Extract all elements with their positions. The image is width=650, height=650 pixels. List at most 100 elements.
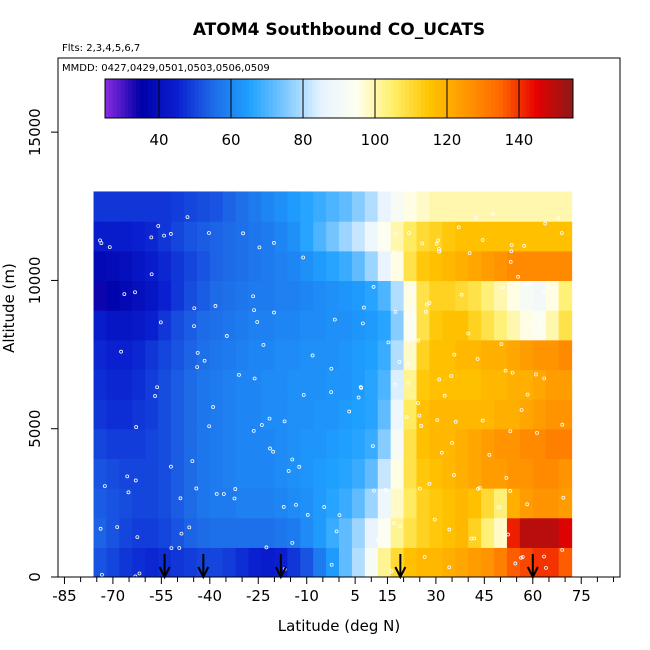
heatmap-cell xyxy=(209,310,224,341)
sample-point xyxy=(424,302,429,307)
sample-point xyxy=(487,452,492,457)
sample-point xyxy=(301,393,306,397)
heatmap-cell xyxy=(183,221,198,252)
heatmap-cell xyxy=(339,339,353,370)
heatmap-cell xyxy=(545,339,560,370)
sample-point xyxy=(525,392,530,397)
colorbar-segment xyxy=(218,79,223,118)
heatmap-cell xyxy=(106,517,120,548)
heatmap-cell xyxy=(171,458,185,489)
sample-point xyxy=(334,529,339,534)
colorbar-segment xyxy=(120,79,125,118)
heatmap-cell xyxy=(545,547,560,577)
heatmap-cell xyxy=(106,280,120,311)
sample-point xyxy=(233,487,238,491)
sample-point xyxy=(542,289,547,294)
sample-point xyxy=(115,525,120,529)
sample-point xyxy=(329,366,334,371)
sample-point xyxy=(407,231,411,235)
heatmap-cell xyxy=(106,458,120,489)
heatmap-cell xyxy=(93,547,108,577)
heatmap-cell xyxy=(183,310,198,341)
sample-point xyxy=(406,380,411,385)
heatmap-cell xyxy=(339,399,353,430)
heatmap-cell xyxy=(442,458,456,489)
heatmap-cell xyxy=(364,221,379,252)
sample-point xyxy=(301,255,306,260)
heatmap-cell xyxy=(248,339,263,370)
sample-point xyxy=(394,231,399,236)
heatmap-cell xyxy=(364,339,379,370)
heatmap-cell xyxy=(248,191,263,222)
heatmap-cell xyxy=(506,458,521,489)
heatmap-cell xyxy=(390,399,405,430)
x-tick-label: -40 xyxy=(198,587,223,605)
heatmap-cell xyxy=(119,250,133,282)
heatmap-cell xyxy=(145,191,159,222)
heatmap-cell xyxy=(235,458,250,489)
heatmap-cell xyxy=(494,399,508,430)
heatmap-cell xyxy=(93,339,108,370)
heatmap-cell xyxy=(351,517,366,548)
heatmap-cell xyxy=(455,280,469,311)
sample-point xyxy=(185,215,190,220)
heatmap-cell xyxy=(222,517,237,548)
sample-point xyxy=(322,505,327,509)
sample-point xyxy=(420,241,425,246)
heatmap-cell xyxy=(326,339,340,370)
heatmap-cell xyxy=(222,280,237,311)
sample-point xyxy=(379,222,384,227)
heatmap-cell xyxy=(287,428,301,459)
sample-point xyxy=(416,338,421,343)
heatmap-cell xyxy=(468,369,482,400)
sample-point xyxy=(442,393,447,398)
heatmap-cell xyxy=(300,488,314,519)
heatmap-cell xyxy=(429,458,443,489)
sample-point xyxy=(179,531,184,536)
heatmap-cell xyxy=(209,547,224,577)
colorbar-segment xyxy=(280,79,285,118)
sample-point xyxy=(503,368,508,373)
heatmap-cell xyxy=(326,517,340,548)
colorbar-segment xyxy=(147,79,153,118)
colorbar-segment xyxy=(315,79,320,118)
colorbar-segment xyxy=(194,79,200,118)
sample-point xyxy=(405,362,410,366)
heatmap-cell xyxy=(119,399,133,430)
heatmap-cell xyxy=(326,369,340,400)
flights-note: Flts: 2,3,4,5,6,7 xyxy=(62,43,140,54)
heatmap-cell xyxy=(416,488,431,519)
heatmap-cell xyxy=(119,369,133,400)
sample-point xyxy=(522,243,527,248)
heatmap-cell xyxy=(351,428,366,459)
heatmap-cell xyxy=(326,221,340,252)
heatmap-cell xyxy=(222,369,237,400)
heatmap-cell xyxy=(93,428,108,459)
heatmap-cell xyxy=(119,310,133,341)
heatmap-cell xyxy=(145,547,159,577)
heatmap-cell xyxy=(158,517,172,548)
colorbar-segment xyxy=(245,79,250,118)
colorbar-segment xyxy=(296,79,301,118)
heatmap-cell xyxy=(313,547,327,577)
heatmap-cell xyxy=(326,250,340,282)
sample-point xyxy=(510,370,515,375)
heatmap-cell xyxy=(183,280,198,311)
heatmap-cell xyxy=(287,191,301,222)
sample-point xyxy=(473,215,478,220)
heatmap-cell xyxy=(196,517,211,548)
heatmap-cell xyxy=(545,310,560,341)
heatmap-cell xyxy=(106,488,120,519)
heatmap-cell xyxy=(339,488,353,519)
heatmap-cell xyxy=(132,250,146,282)
heatmap-cell xyxy=(416,428,431,459)
sample-point xyxy=(207,424,212,429)
colorbar-segment xyxy=(409,79,414,118)
x-tick-label: -85 xyxy=(52,587,77,605)
heatmap-cell xyxy=(106,191,120,222)
heatmap-cell xyxy=(222,458,237,489)
heatmap-cell xyxy=(326,547,340,577)
mmdd-note: MMDD: 0427,0429,0501,0503,0506,0509 xyxy=(62,63,270,74)
heatmap-cell xyxy=(248,369,263,400)
